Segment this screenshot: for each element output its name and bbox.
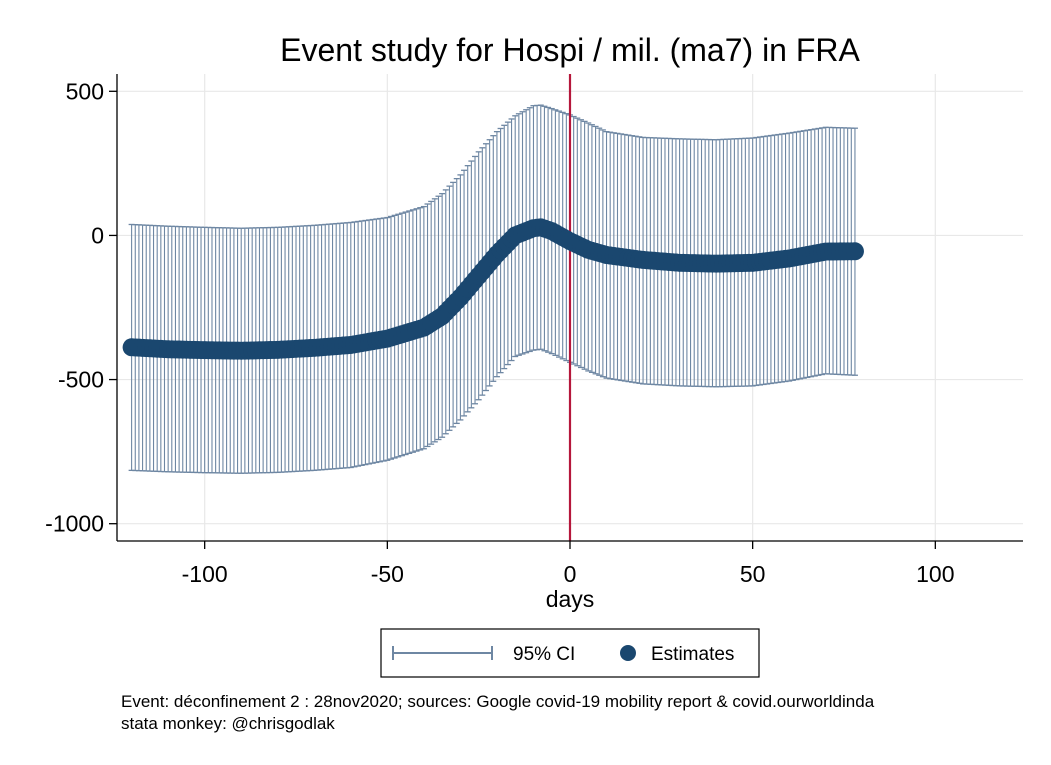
note-line-1: Event: déconfinement 2 : 28nov2020; sour…	[121, 692, 875, 711]
x-tick-label: -100	[182, 561, 228, 587]
y-tick-label: -500	[58, 367, 104, 393]
x-tick-label: -50	[371, 561, 404, 587]
legend-estimates-label: Estimates	[651, 644, 734, 665]
x-tick-label: 50	[740, 561, 766, 587]
y-tick-label: 0	[91, 222, 104, 248]
note-line-2: stata monkey: @chrisgodlak	[121, 714, 335, 733]
y-tick-label: 500	[66, 78, 104, 104]
x-axis-title: days	[546, 586, 595, 612]
axes	[109, 74, 1023, 549]
legend-ci-label: 95% CI	[513, 644, 575, 665]
legend: 95% CI Estimates	[380, 628, 760, 678]
ci-bars	[128, 104, 858, 474]
estimate-points	[122, 218, 864, 360]
y-tick-label: -1000	[45, 511, 104, 537]
estimate-point	[845, 242, 864, 261]
x-tick-label: 100	[916, 561, 954, 587]
legend-estimates-swatch	[620, 645, 636, 661]
x-tick-label: 0	[564, 561, 577, 587]
chart-title: Event study for Hospi / mil. (ma7) in FR…	[280, 32, 860, 68]
